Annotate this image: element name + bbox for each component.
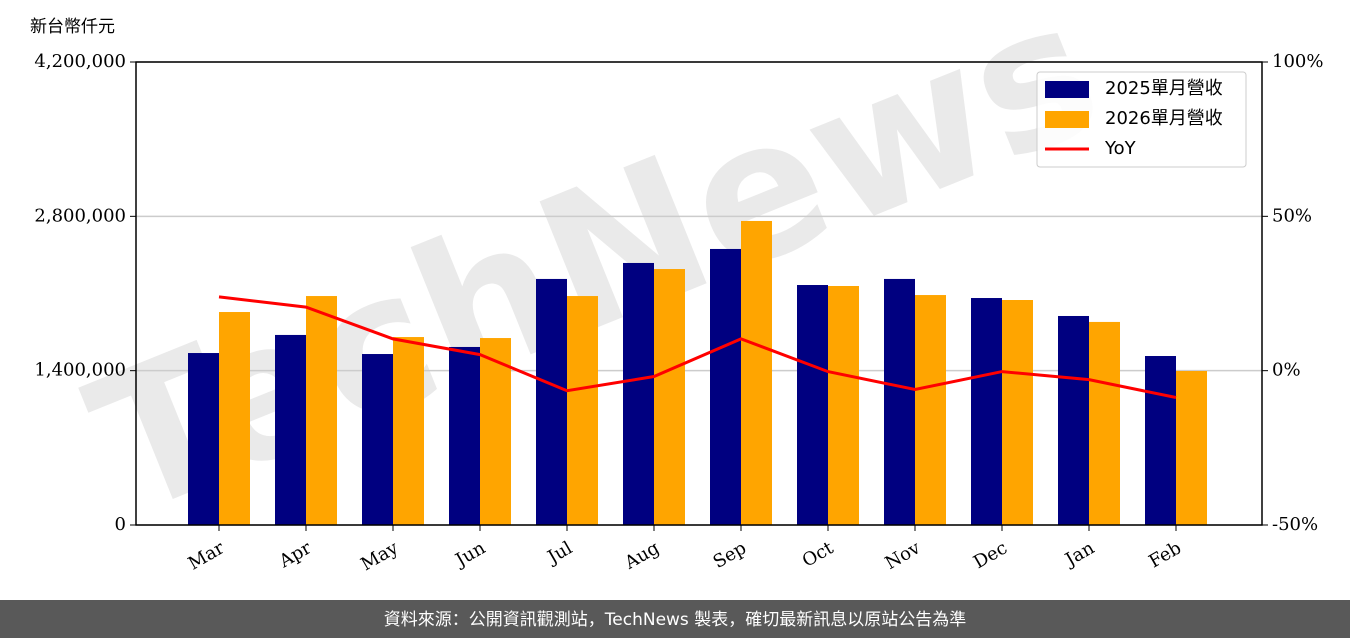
y-tick-label: 0 xyxy=(115,514,126,535)
legend-label: 2026單月營收 xyxy=(1105,108,1223,129)
y2-tick-label: 100% xyxy=(1272,51,1323,72)
y2-tick-label: -50% xyxy=(1272,514,1318,535)
x-tick-label: Jul xyxy=(542,537,576,569)
bar xyxy=(741,220,772,526)
bar xyxy=(797,285,828,525)
x-tick-label: Jan xyxy=(1060,537,1098,571)
bar xyxy=(275,334,306,525)
plot-frame xyxy=(135,61,1263,526)
bar xyxy=(623,262,654,525)
bar xyxy=(1089,321,1120,525)
bar xyxy=(1145,356,1176,525)
bar xyxy=(828,286,859,525)
legend-label: YoY xyxy=(1104,138,1137,159)
legend-swatch xyxy=(1045,111,1089,128)
x-tick-label: Aug xyxy=(620,537,663,574)
y-tick-label: 2,800,000 xyxy=(34,205,126,226)
footer-bar xyxy=(0,600,1350,638)
bar xyxy=(188,353,219,525)
bar xyxy=(480,338,511,525)
x-tick-label: May xyxy=(357,537,402,575)
x-tick-label: Dec xyxy=(970,537,1011,573)
y2-tick-label: 50% xyxy=(1272,205,1312,226)
x-tick-label: Apr xyxy=(275,537,315,572)
y2-tick-label: 0% xyxy=(1272,360,1301,381)
y-tick-label: 1,400,000 xyxy=(34,360,126,381)
bar xyxy=(884,278,915,525)
bar xyxy=(219,312,250,525)
bar xyxy=(306,296,337,525)
bar xyxy=(362,354,393,525)
legend-label: 2025單月營收 xyxy=(1105,78,1223,99)
bar xyxy=(710,248,741,525)
bar xyxy=(1058,315,1089,525)
bar xyxy=(536,278,567,525)
yoy-line xyxy=(218,295,1177,399)
bar xyxy=(449,346,480,525)
footer: 資料來源：公開資訊觀測站，TechNews 製表，確切最新訊息以原站公告為準 xyxy=(384,610,966,630)
x-tick-label: Sep xyxy=(710,537,750,572)
legend-swatch xyxy=(1045,81,1089,98)
bar xyxy=(1002,300,1033,525)
legend-box xyxy=(1036,71,1247,168)
bar xyxy=(1176,370,1207,525)
x-tick-label: Mar xyxy=(185,537,229,574)
bar xyxy=(915,295,946,525)
x-tick-label: Feb xyxy=(1145,537,1185,572)
bar xyxy=(567,296,598,525)
x-tick-label: Nov xyxy=(882,537,925,574)
x-tick-label: Jun xyxy=(450,537,489,572)
y-axis-label: 新台幣仟元 xyxy=(30,17,115,37)
y-tick-label: 4,200,000 xyxy=(34,51,126,72)
bar xyxy=(654,269,685,525)
bar xyxy=(971,298,1002,525)
bar xyxy=(393,337,424,525)
x-tick-label: Oct xyxy=(799,537,838,572)
